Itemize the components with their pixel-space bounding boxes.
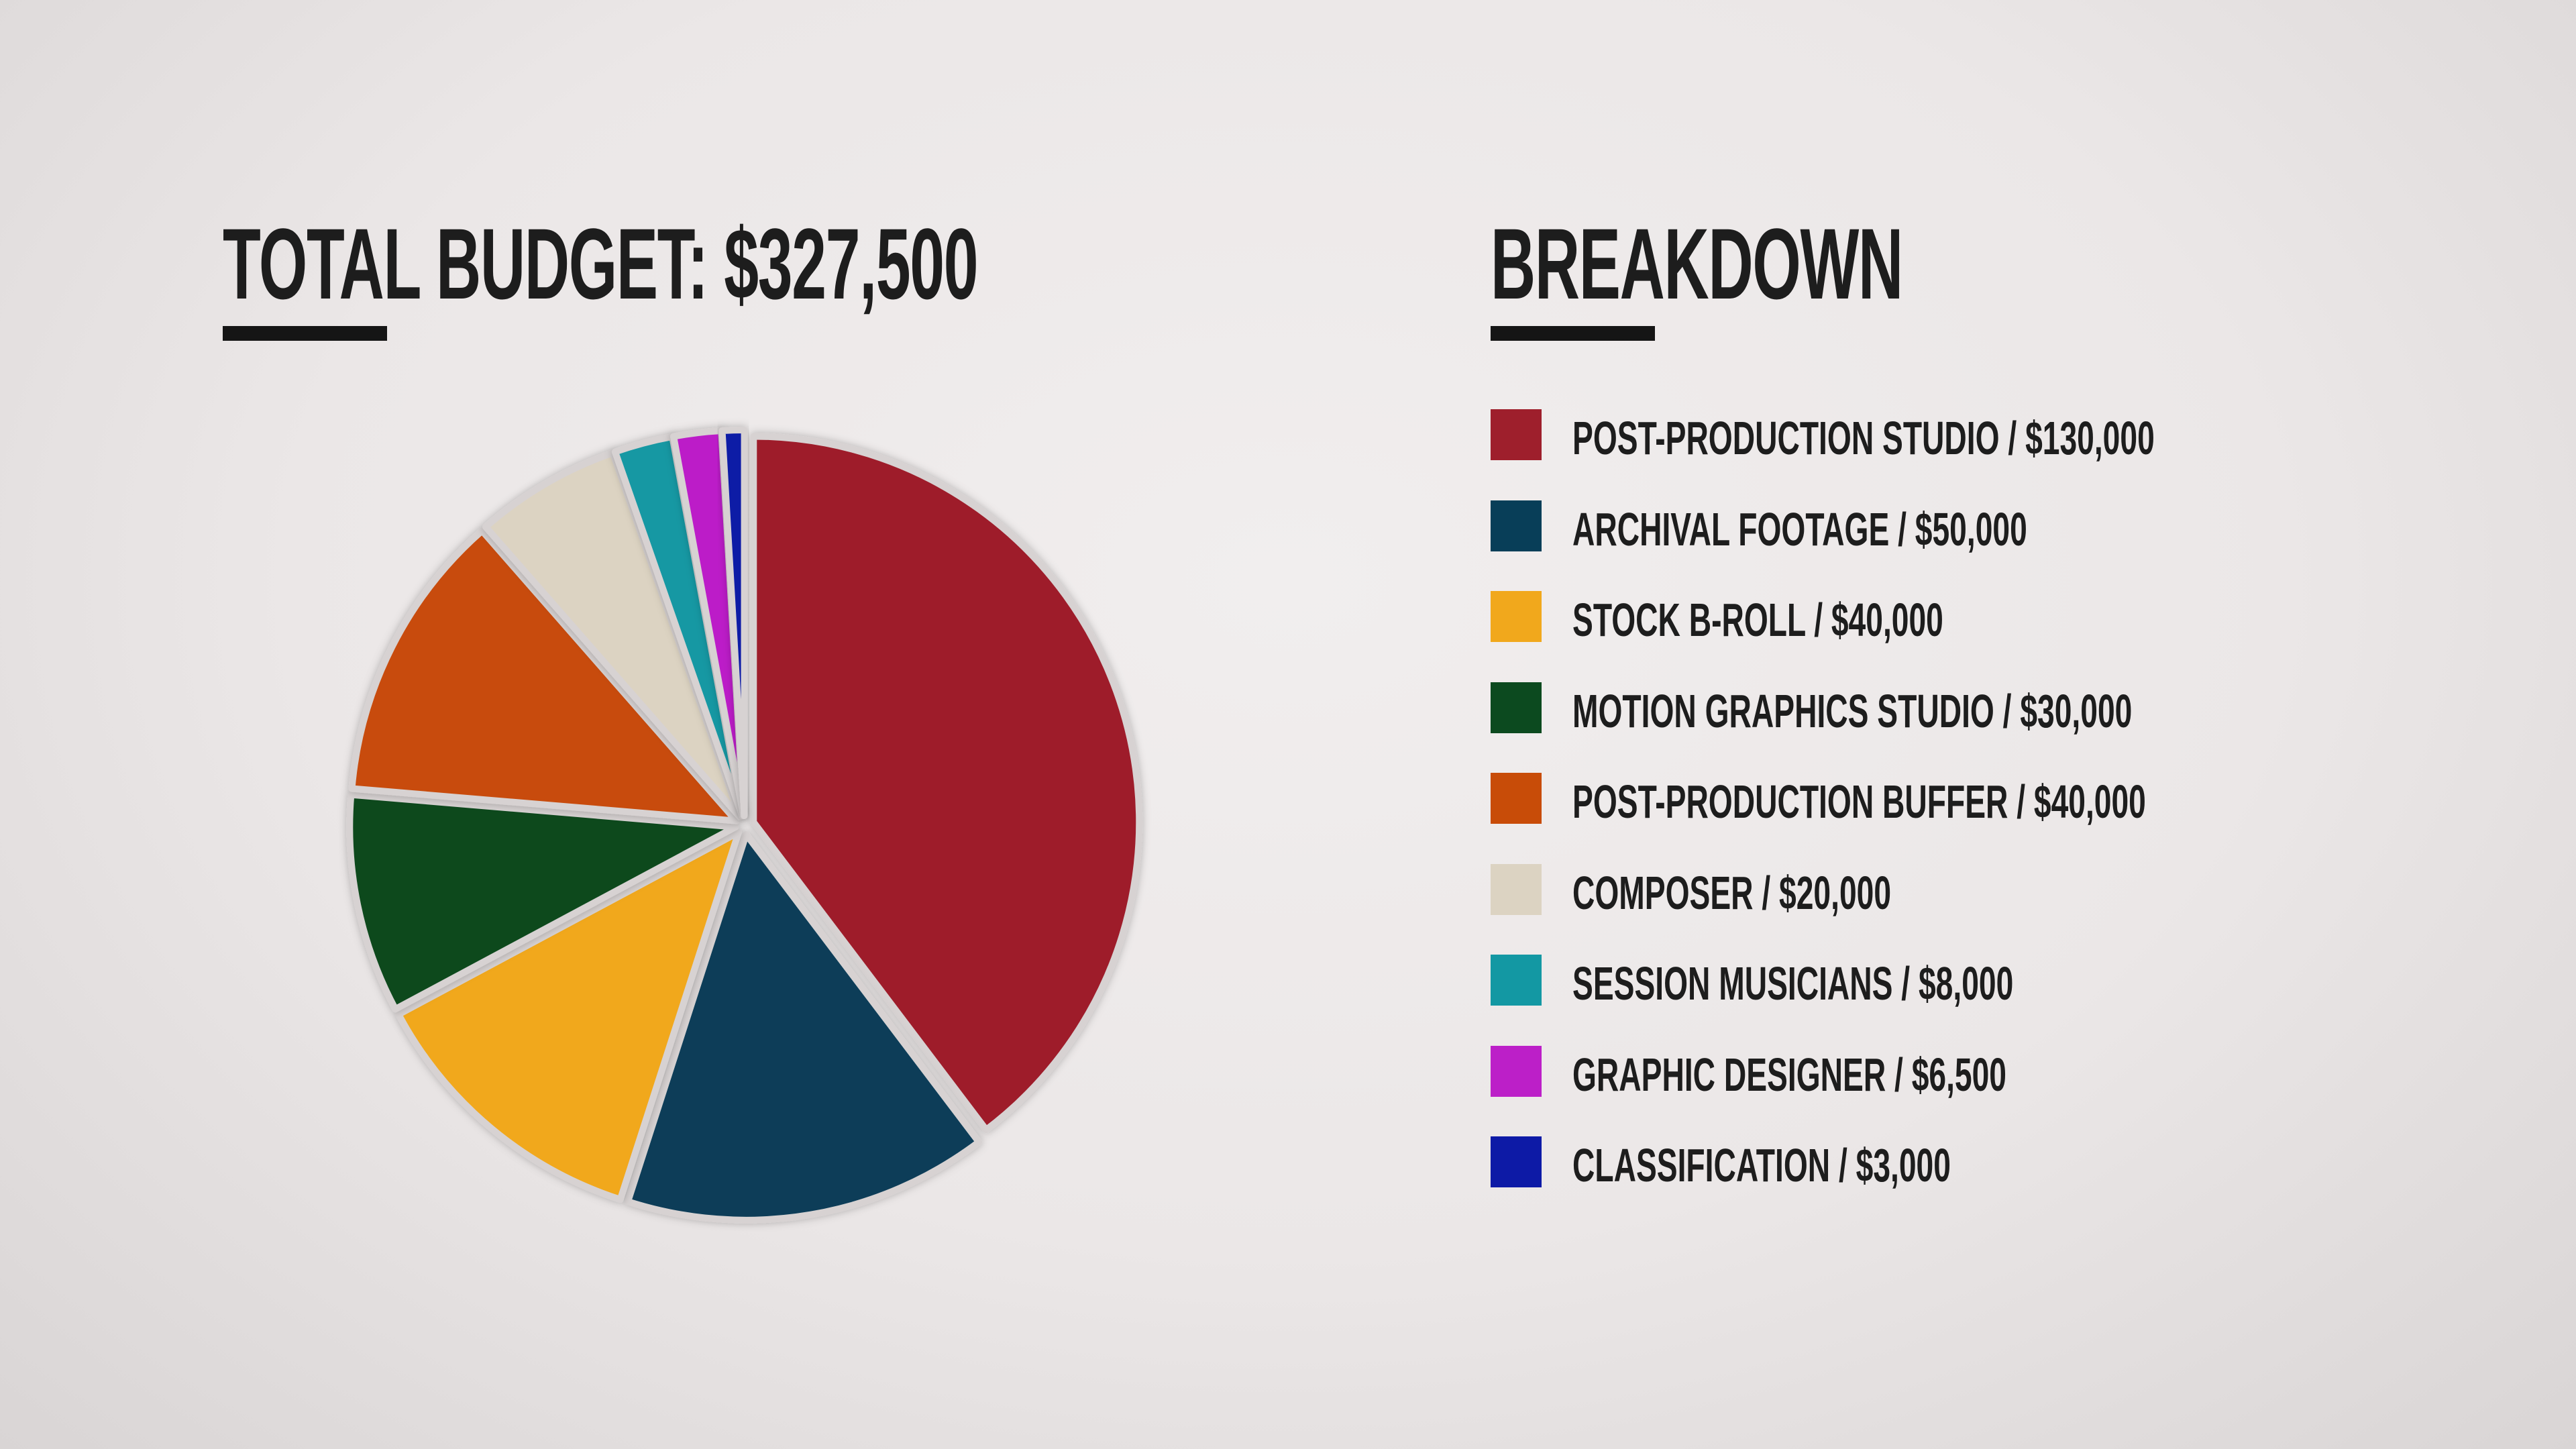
breakdown-underline [1491,326,1655,341]
legend-item: POST-PRODUCTION STUDIO / $130,000 [1491,409,2363,464]
total-budget-title: TOTAL BUDGET: $327,500 [223,207,979,320]
legend-label: GRAPHIC DESIGNER / $6,500 [1572,1048,2007,1101]
legend-item: COMPOSER / $20,000 [1491,863,2363,919]
legend-label: COMPOSER / $20,000 [1572,866,1892,919]
pie-slice-4 [346,791,739,1013]
legend-swatch [1491,500,1542,551]
pie-slice-5 [348,527,740,824]
legend-label: POST-PRODUCTION STUDIO / $130,000 [1572,412,2155,464]
legend-swatch [1491,773,1542,824]
pie-slice-2 [624,830,983,1224]
legend-swatch [1491,955,1542,1006]
legend-swatch [1491,1045,1542,1097]
budget-pie-chart [346,427,1143,1224]
legend-swatch [1491,682,1542,733]
pie-slice-1 [750,433,1143,1134]
legend-swatch [1491,591,1542,642]
legend-item: POST-PRODUCTION BUFFER / $40,000 [1491,773,2363,828]
legend-item: STOCK B-ROLL / $40,000 [1491,591,2363,646]
legend-label: ARCHIVAL FOOTAGE / $50,000 [1572,502,2027,555]
pie-slice-6 [482,449,743,820]
legend-item: ARCHIVAL FOOTAGE / $50,000 [1491,500,2363,555]
breakdown-title: BREAKDOWN [1491,207,1903,320]
pie-slice-9 [718,427,748,820]
legend-swatch [1491,409,1542,460]
pie-slices [346,427,1143,1224]
legend-item: SESSION MUSICIANS / $8,000 [1491,955,2363,1010]
legend-label: POST-PRODUCTION BUFFER / $40,000 [1572,775,2146,828]
legend-swatch [1491,1136,1542,1187]
legend-label: STOCK B-ROLL / $40,000 [1572,594,1943,646]
legend-item: GRAPHIC DESIGNER / $6,500 [1491,1045,2363,1101]
legend-item: CLASSIFICATION / $3,000 [1491,1136,2363,1191]
legend-label: MOTION GRAPHICS STUDIO / $30,000 [1572,684,2133,737]
total-budget-underline [223,326,387,341]
pie-slice-3 [395,828,743,1203]
legend-label: SESSION MUSICIANS / $8,000 [1572,957,2014,1010]
legend-swatch [1491,863,1542,915]
legend-label: CLASSIFICATION / $3,000 [1572,1139,1951,1191]
legend-item: MOTION GRAPHICS STUDIO / $30,000 [1491,682,2363,737]
